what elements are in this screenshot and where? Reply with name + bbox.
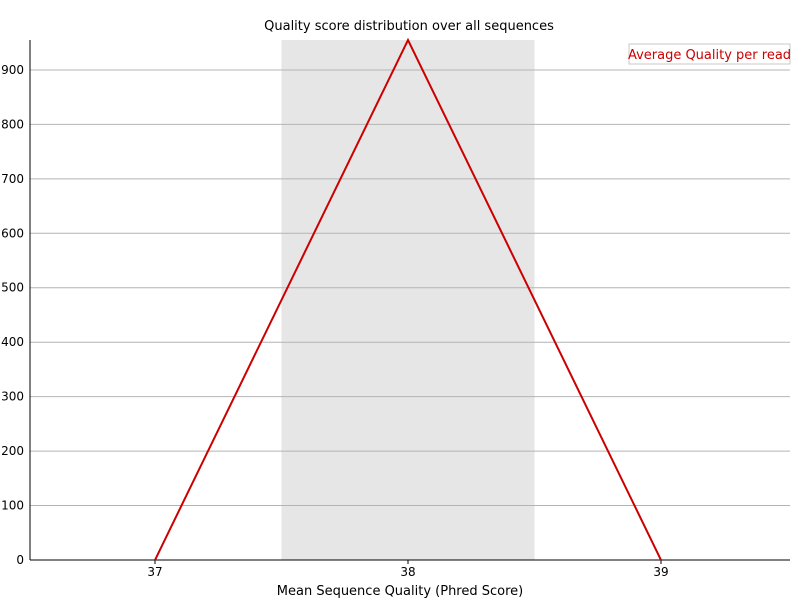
legend: Average Quality per read <box>628 43 791 65</box>
y-axis-ticks: 0 100 200 300 400 500 600 700 800 900 <box>1 63 24 567</box>
x-tick-label: 38 <box>400 565 415 579</box>
y-tick-label: 100 <box>1 499 24 513</box>
x-axis-label: Mean Sequence Quality (Phred Score) <box>277 584 523 599</box>
y-tick-label: 0 <box>16 553 24 567</box>
y-tick-label: 900 <box>1 63 24 77</box>
legend-entry-average-quality: Average Quality per read <box>628 48 791 63</box>
y-tick-label: 800 <box>1 117 24 131</box>
series-line-average-quality <box>154 37 662 561</box>
x-tick-label: 37 <box>147 565 162 579</box>
grid-lines <box>30 69 790 507</box>
legend-box <box>628 43 791 65</box>
highlight-band <box>281 40 535 560</box>
y-tick-label: 400 <box>1 335 24 349</box>
y-tick-label: 600 <box>1 226 24 240</box>
y-tick-label: 500 <box>1 281 24 295</box>
y-tick-label: 700 <box>1 172 24 186</box>
x-axis-ticks: 37 38 39 <box>147 560 669 579</box>
chart-title: Quality score distribution over all sequ… <box>264 19 554 34</box>
x-tick-label: 39 <box>653 565 668 579</box>
y-tick-label: 300 <box>1 390 24 404</box>
y-tick-label: 200 <box>1 444 24 458</box>
